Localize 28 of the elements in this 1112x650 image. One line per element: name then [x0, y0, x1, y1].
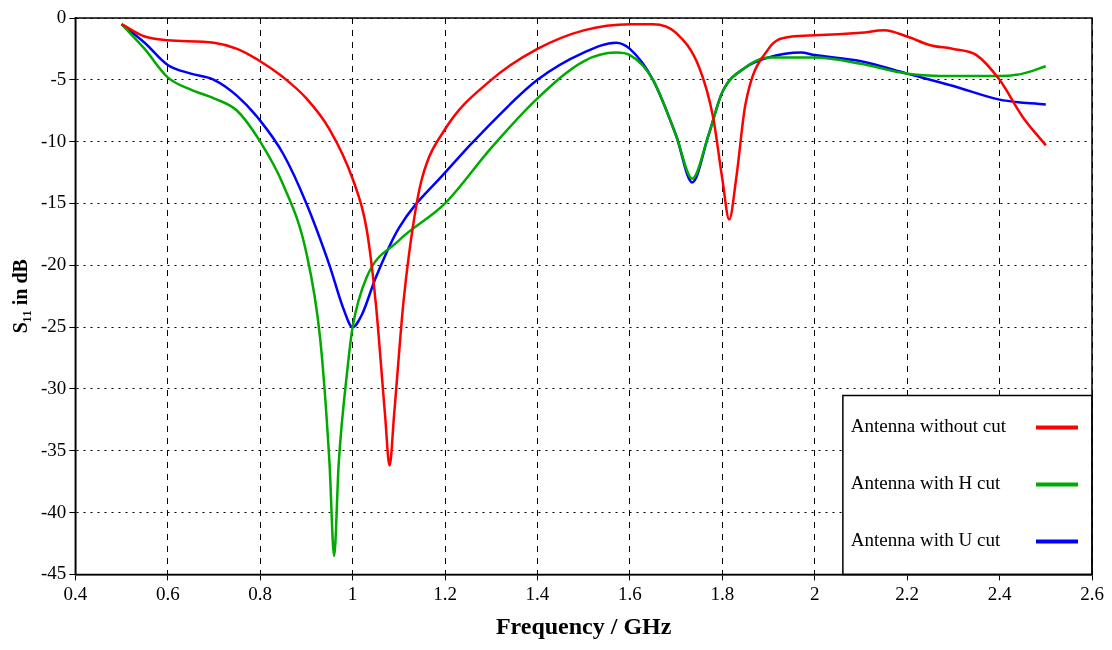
x-tick-label: 2.2: [895, 582, 920, 604]
x-tick-label: 1.2: [433, 582, 457, 604]
legend-label: Antenna without cut: [850, 415, 1007, 437]
x-tick-label: 0.8: [248, 582, 273, 604]
y-tick-label: 0: [56, 5, 67, 27]
x-tick-label: 1: [347, 582, 358, 604]
y-tick-label: -40: [41, 500, 67, 522]
x-tick-label: 0.4: [63, 582, 88, 604]
x-tick-label: 1.6: [618, 582, 642, 604]
y-tick-label: -25: [41, 315, 67, 337]
y-tick-label: -15: [41, 191, 67, 213]
x-axis-title: Frequency / GHz: [495, 612, 672, 639]
y-tick-label: -10: [41, 129, 67, 151]
y-tick-label: -35: [41, 438, 67, 460]
line-series: [120, 22, 1048, 467]
x-tick-label: 0.6: [155, 582, 180, 604]
x-tick-label: 2.4: [987, 582, 1012, 604]
x-tick-label: 1.4: [525, 582, 550, 604]
y-tick-label: -30: [41, 376, 67, 398]
y-tick-label: -5: [50, 67, 67, 89]
legend-label: Antenna with U cut: [850, 529, 1001, 551]
x-tick-label: 2.6: [1080, 582, 1104, 604]
y-tick-label: -20: [41, 253, 67, 275]
y-tick-label: -45: [41, 562, 67, 584]
legend-label: Antenna with H cut: [850, 472, 1001, 494]
y-axis-title: S₁₁ in dB: [9, 259, 32, 334]
x-tick-label: 2: [809, 582, 820, 604]
x-tick-label: 1.8: [710, 582, 735, 604]
